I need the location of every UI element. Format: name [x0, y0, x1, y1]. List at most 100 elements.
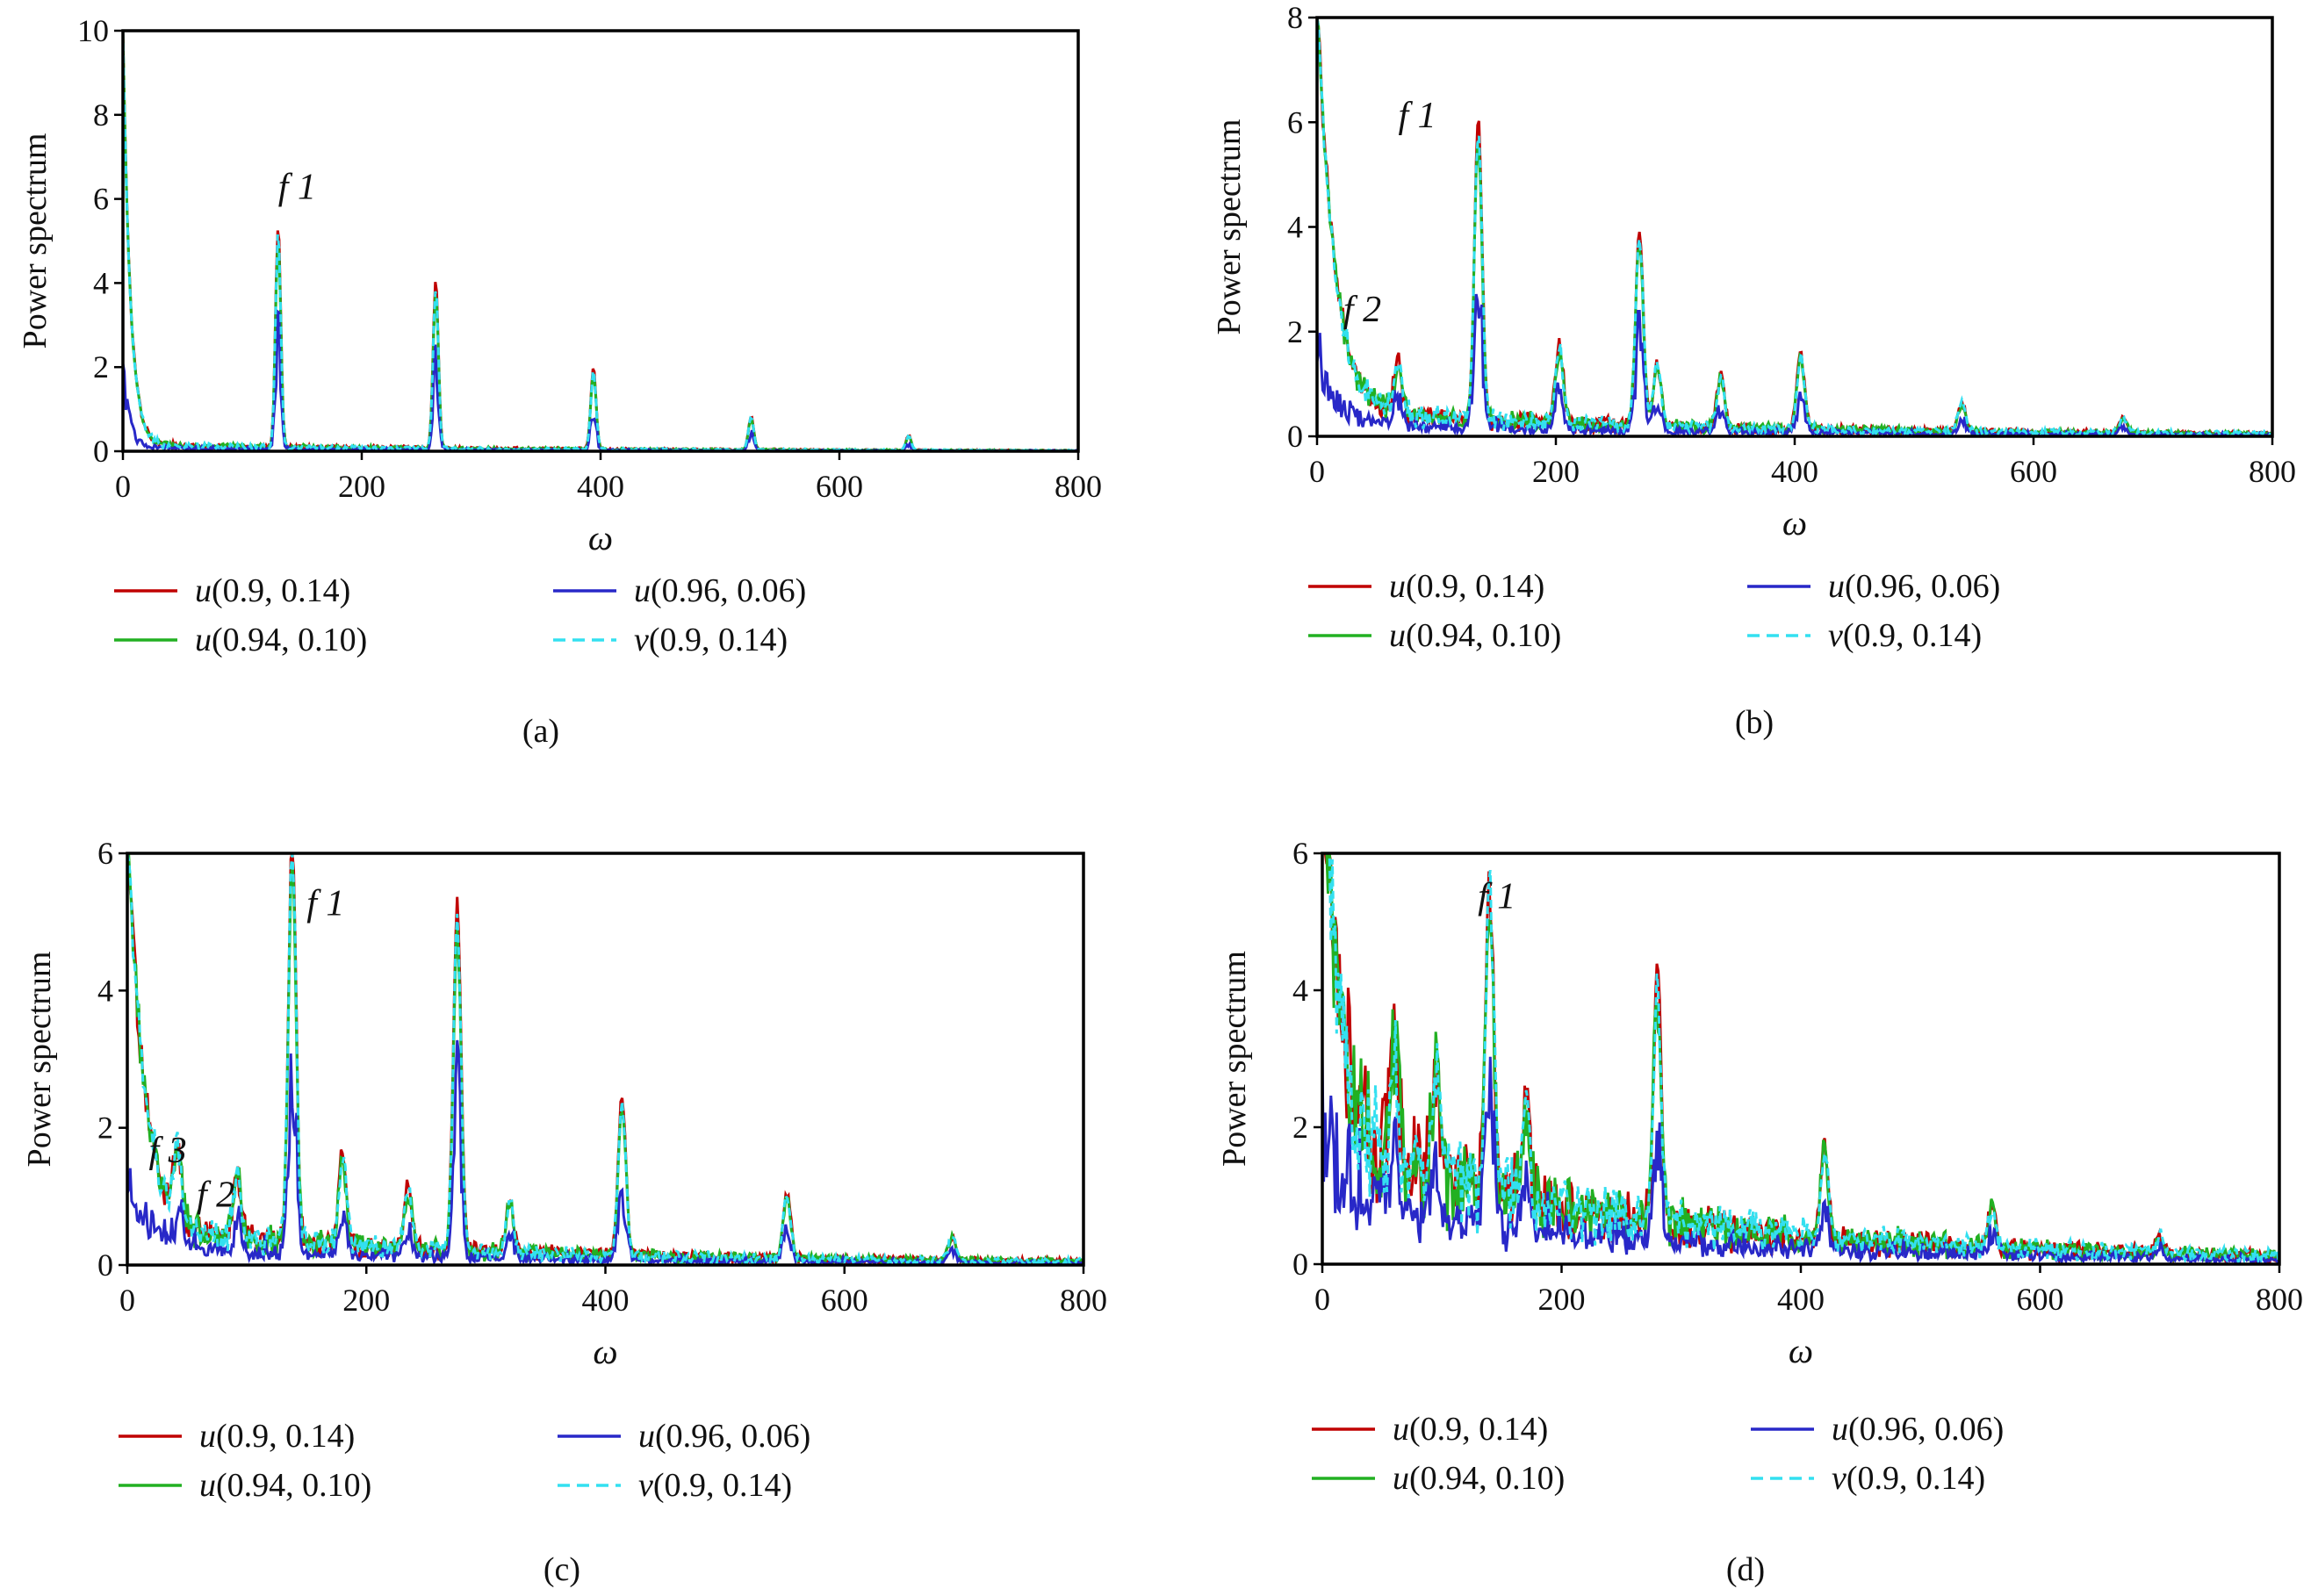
x-axis-label: ω — [588, 518, 613, 557]
y-axis-label: Power spectrum — [1216, 951, 1253, 1167]
series-line — [1322, 1055, 2279, 1264]
y-tick-label: 0 — [97, 1247, 113, 1283]
series-line — [1317, 18, 2272, 436]
x-tick-label: 200 — [342, 1283, 390, 1318]
legend-entry: u(0.96, 0.06) — [634, 572, 806, 609]
y-tick-label: 2 — [1292, 1110, 1308, 1145]
peak-annotation: f 2 — [1343, 290, 1381, 330]
legend-entry: u(0.96, 0.06) — [638, 1418, 810, 1455]
x-axis-label: ω — [593, 1332, 617, 1371]
x-axis-label: ω — [1789, 1331, 1813, 1370]
y-tick-label: 6 — [93, 182, 109, 217]
series-line — [1322, 853, 2279, 1264]
peak-annotation: f 3 — [149, 1131, 187, 1171]
x-tick-label: 200 — [1532, 454, 1580, 489]
x-tick-label: 0 — [1314, 1282, 1330, 1317]
legend-entry: u(0.9, 0.14) — [199, 1418, 355, 1455]
series-line — [1322, 853, 2279, 1264]
y-tick-label: 0 — [1292, 1247, 1308, 1282]
series-line — [123, 31, 1078, 451]
y-tick-label: 6 — [97, 836, 113, 871]
peak-annotation: f 2 — [197, 1175, 234, 1216]
legend-entry: u(0.94, 0.10) — [195, 622, 367, 658]
legend-entry: v(0.9, 0.14) — [634, 622, 788, 658]
y-tick-label: 2 — [97, 1111, 113, 1146]
y-tick-label: 4 — [97, 973, 113, 1008]
legend-entry: u(0.9, 0.14) — [1393, 1411, 1548, 1448]
panel-label: (c) — [544, 1551, 580, 1588]
chart-panel: 0 2 4 6 8 0 200 400 600 800 Power spectrum ω f 1 f 2 u… — [1211, 0, 2296, 741]
chart-panel: 0 2 4 6 0 200 400 600 800 Power spectrum ω f 1 u(0.9… — [1216, 836, 2303, 1588]
chart-panel: 0 2 4 6 8 10 0 200 400 600 800 Power spectrum ω f 1 u(… — [17, 13, 1102, 750]
legend-entry: u(0.94, 0.10) — [1393, 1460, 1565, 1497]
series-group — [123, 31, 1078, 451]
y-tick-label: 2 — [93, 349, 109, 385]
y-tick-label: 0 — [93, 434, 109, 469]
legend-entry: u(0.9, 0.14) — [1389, 568, 1544, 605]
panel-label: (b) — [1735, 704, 1774, 741]
peak-annotation: f 1 — [1478, 876, 1515, 917]
plot-frame — [1315, 16, 2274, 438]
series-group — [1317, 18, 2272, 436]
y-tick-label: 6 — [1287, 104, 1303, 140]
x-tick-label: 400 — [582, 1283, 630, 1318]
series-group — [1322, 853, 2279, 1264]
series-line — [123, 31, 1078, 451]
y-axis-label: Power spectrum — [21, 952, 58, 1168]
series-line — [127, 853, 1083, 1265]
y-tick-label: 2 — [1287, 314, 1303, 349]
y-tick-label: 8 — [93, 97, 109, 133]
x-tick-label: 0 — [119, 1283, 135, 1318]
x-tick-label: 600 — [816, 469, 863, 504]
peak-annotation: f 1 — [306, 883, 344, 924]
y-axis-label: Power spectrum — [1211, 119, 1248, 335]
series-line — [123, 309, 1078, 451]
x-axis-label: ω — [1782, 503, 1807, 543]
y-tick-label: 6 — [1292, 836, 1308, 871]
legend-entry: v(0.9, 0.14) — [1832, 1460, 1985, 1497]
x-tick-label: 600 — [2010, 454, 2057, 489]
plot-frame — [126, 852, 1085, 1267]
series-group — [127, 853, 1083, 1265]
peak-annotation: f 1 — [278, 168, 316, 208]
x-tick-label: 800 — [2256, 1282, 2303, 1317]
series-line — [127, 853, 1083, 1265]
panel-label: (a) — [522, 713, 559, 750]
series-line — [1322, 853, 2279, 1263]
y-tick-label: 8 — [1287, 0, 1303, 35]
peak-annotation: f 1 — [1398, 96, 1436, 136]
x-tick-label: 600 — [821, 1283, 868, 1318]
y-tick-label: 4 — [1292, 973, 1308, 1008]
x-tick-label: 800 — [2249, 454, 2296, 489]
x-tick-label: 200 — [1538, 1282, 1586, 1317]
x-tick-label: 200 — [338, 469, 385, 504]
panel-label: (d) — [1726, 1551, 1765, 1588]
x-tick-label: 400 — [577, 469, 624, 504]
legend-entry: u(0.96, 0.06) — [1832, 1411, 2004, 1448]
series-line — [127, 853, 1083, 1265]
legend-entry: v(0.9, 0.14) — [1828, 617, 1982, 654]
y-tick-label: 10 — [77, 13, 109, 48]
y-tick-label: 0 — [1287, 419, 1303, 454]
series-line — [1317, 18, 2272, 436]
legend-entry: u(0.94, 0.10) — [1389, 617, 1561, 654]
y-tick-label: 4 — [93, 265, 109, 300]
y-tick-label: 4 — [1287, 210, 1303, 245]
series-line — [123, 31, 1078, 451]
series-line — [127, 1039, 1083, 1265]
series-line — [1317, 18, 2272, 436]
x-tick-label: 600 — [2017, 1282, 2064, 1317]
x-tick-label: 800 — [1060, 1283, 1107, 1318]
y-axis-label: Power spectrum — [17, 133, 54, 349]
legend-entry: u(0.9, 0.14) — [195, 572, 350, 609]
x-tick-label: 0 — [1309, 454, 1325, 489]
legend-entry: u(0.96, 0.06) — [1828, 568, 2000, 605]
legend-entry: v(0.9, 0.14) — [638, 1467, 792, 1504]
legend-entry: u(0.94, 0.10) — [199, 1467, 371, 1504]
x-tick-label: 0 — [115, 469, 131, 504]
x-tick-label: 400 — [1777, 1282, 1825, 1317]
x-tick-label: 800 — [1055, 469, 1102, 504]
chart-panel: 0 2 4 6 0 200 400 600 800 Power spectrum ω f 1 f 3 f … — [21, 836, 1107, 1588]
x-tick-label: 400 — [1771, 454, 1818, 489]
